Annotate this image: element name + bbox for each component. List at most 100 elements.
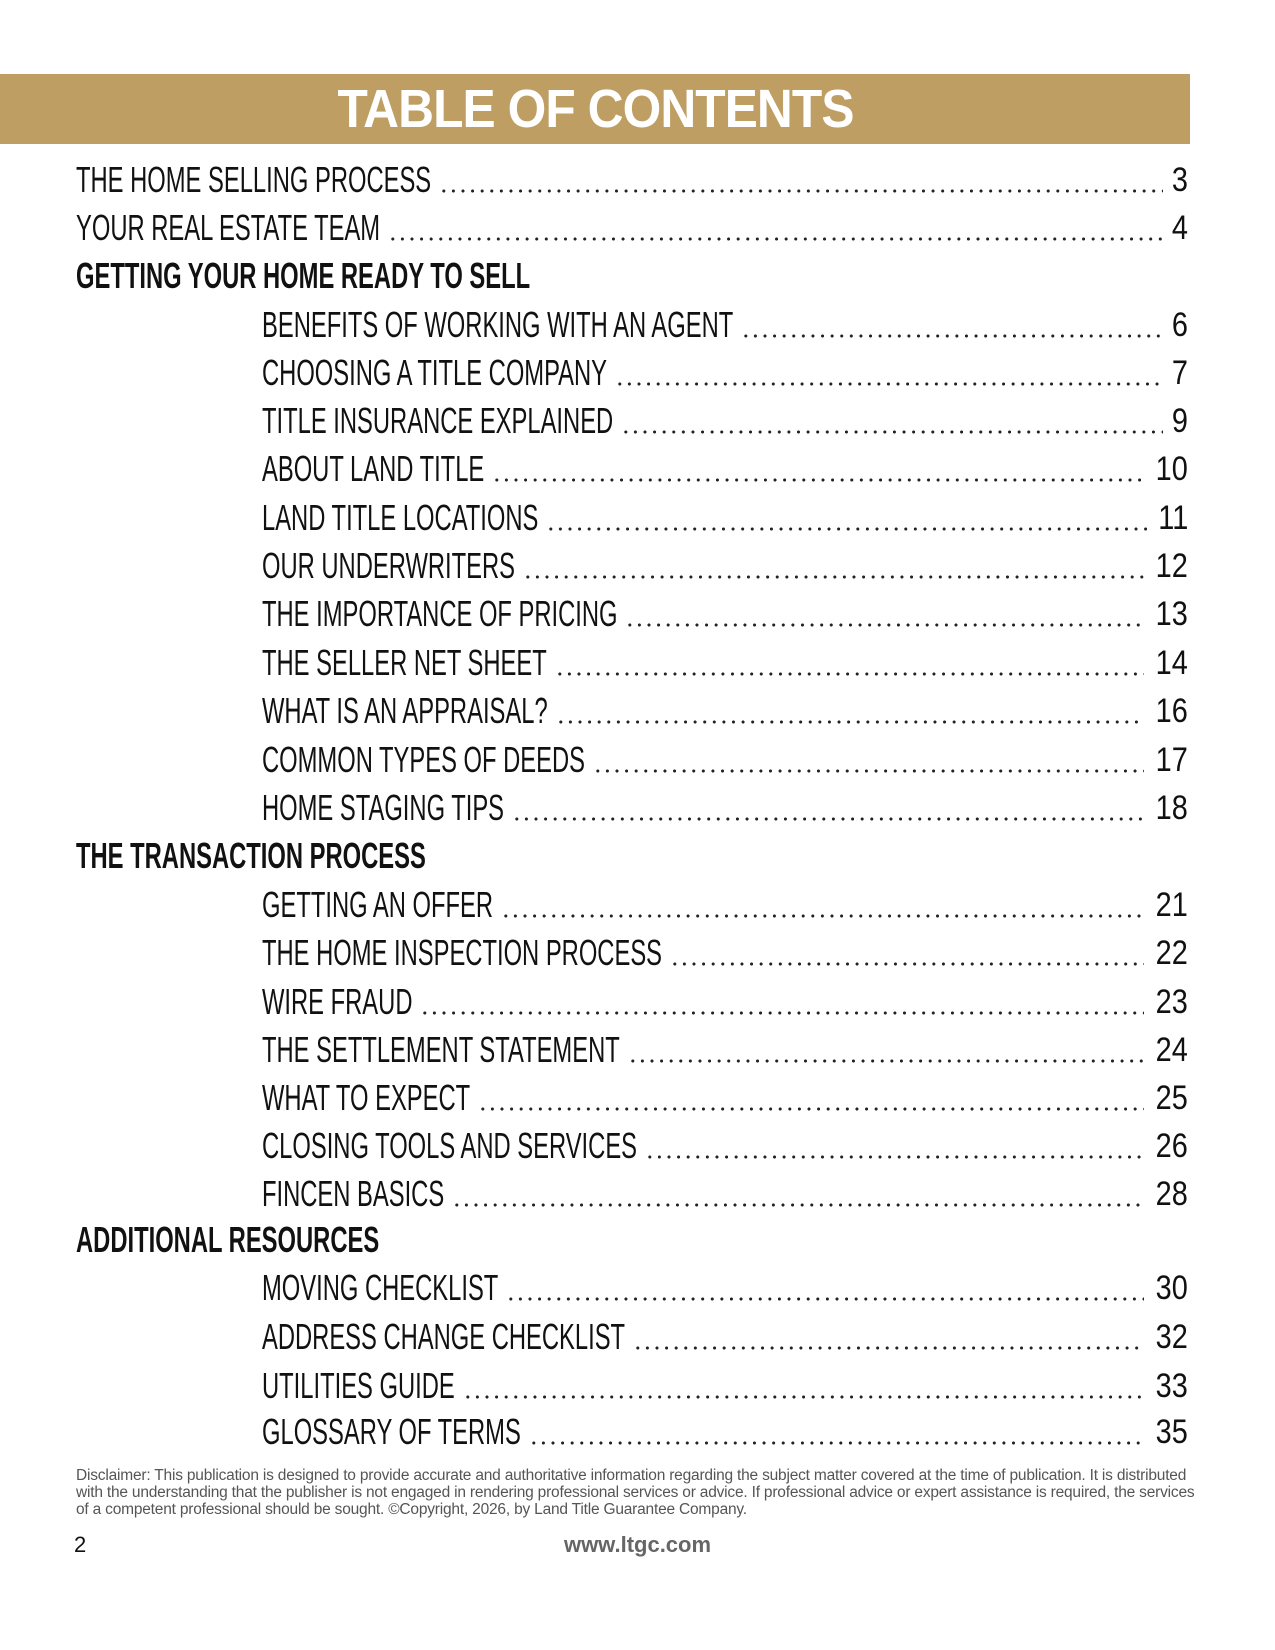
toc-entry[interactable]: CHOOSING A TITLE COMPANY 7 (262, 353, 1188, 393)
toc-entry[interactable]: CLOSING TOOLS AND SERVICES 26 (262, 1126, 1188, 1166)
website-url[interactable]: www.ltgc.com (563, 1532, 712, 1557)
entry-page-number: 12 (1155, 547, 1188, 585)
entry-label: THE SETTLEMENT STATEMENT (262, 1029, 620, 1070)
dot-leader (614, 381, 1164, 387)
entry-label: THE HOME SELLING PROCESS (76, 159, 432, 200)
dot-leader (528, 1440, 1145, 1446)
dot-leader (452, 1202, 1145, 1208)
toc-entry[interactable]: BENEFITS OF WORKING WITH AN AGENT 6 (262, 305, 1188, 345)
dot-leader (523, 574, 1145, 580)
entry-page-number: 23 (1155, 983, 1188, 1021)
entry-page-number: 22 (1155, 934, 1188, 972)
entry-label: YOUR REAL ESTATE TEAM (76, 207, 381, 248)
toc-entry[interactable]: OUR UNDERWRITERS 12 (262, 546, 1188, 586)
toc-entry[interactable]: THE HOME SELLING PROCESS 3 (76, 160, 1188, 200)
dot-leader (625, 622, 1145, 628)
entry-page-number: 33 (1155, 1367, 1188, 1405)
entry-label: OUR UNDERWRITERS (262, 545, 516, 586)
dot-leader (492, 477, 1145, 483)
toc-entry[interactable]: TITLE INSURANCE EXPLAINED 9 (262, 401, 1188, 441)
toc-entry[interactable]: THE SELLER NET SHEET 14 (262, 643, 1188, 683)
toc-entry[interactable]: COMMON TYPES OF DEEDS 17 (262, 740, 1188, 780)
entry-label: WIRE FRAUD (262, 981, 413, 1022)
toc-entry[interactable]: THE HOME INSPECTION PROCESS 22 (262, 933, 1188, 973)
dot-leader (627, 1058, 1145, 1064)
toc-entry[interactable]: FINCEN BASICS 28 (262, 1174, 1188, 1214)
entry-page-number: 24 (1155, 1031, 1188, 1069)
dot-leader (501, 913, 1145, 919)
dot-leader (555, 719, 1145, 725)
entry-label: ADDRESS CHANGE CHECKLIST (262, 1316, 626, 1357)
entry-label: TITLE INSURANCE EXPLAINED (262, 400, 614, 441)
entry-label: CLOSING TOOLS AND SERVICES (262, 1125, 638, 1166)
toc-entry[interactable]: WHAT IS AN APPRAISAL? 16 (262, 691, 1188, 731)
dot-leader (439, 188, 1164, 194)
dot-leader (593, 768, 1145, 774)
toc-entry[interactable]: LAND TITLE LOCATIONS 11 (262, 498, 1188, 538)
entry-page-number: 10 (1155, 450, 1188, 488)
dot-leader (546, 526, 1147, 532)
entry-label: THE HOME INSPECTION PROCESS (262, 932, 663, 973)
entry-page-number: 7 (1171, 354, 1188, 392)
entry-label: THE SELLER NET SHEET (262, 642, 547, 683)
dot-leader (420, 1010, 1145, 1016)
dot-leader (554, 671, 1145, 677)
entry-page-number: 30 (1155, 1269, 1188, 1307)
dot-leader (511, 816, 1145, 822)
entry-label: COMMON TYPES OF DEEDS (262, 739, 586, 780)
entry-page-number: 11 (1157, 499, 1188, 537)
entry-page-number: 25 (1155, 1079, 1188, 1117)
toc-entry[interactable]: HOME STAGING TIPS 18 (262, 788, 1188, 828)
entry-page-number: 13 (1155, 595, 1188, 633)
entry-page-number: 18 (1155, 789, 1188, 827)
toc-entry[interactable]: WIRE FRAUD 23 (262, 982, 1188, 1022)
toc-entry[interactable]: YOUR REAL ESTATE TEAM 4 (76, 208, 1188, 248)
entry-label: UTILITIES GUIDE (262, 1365, 455, 1406)
entry-page-number: 9 (1171, 402, 1188, 440)
entry-label: GETTING AN OFFER (262, 884, 494, 925)
section-heading: GETTING YOUR HOME READY TO SELL (76, 256, 1188, 296)
entry-page-number: 26 (1155, 1127, 1188, 1165)
dot-leader (388, 236, 1164, 242)
toc-entry[interactable]: GETTING AN OFFER 21 (262, 885, 1188, 925)
entry-label: WHAT IS AN APPRAISAL? (262, 690, 548, 731)
entry-label: FINCEN BASICS (262, 1173, 445, 1214)
entry-page-number: 16 (1155, 692, 1188, 730)
toc-entry[interactable]: ABOUT LAND TITLE 10 (262, 449, 1188, 489)
toc-entry[interactable]: ADDRESS CHANGE CHECKLIST 32 (262, 1317, 1188, 1357)
entry-page-number: 35 (1155, 1413, 1188, 1451)
entry-label: ADDITIONAL RESOURCES (76, 1219, 380, 1260)
section-heading: ADDITIONAL RESOURCES (76, 1220, 1188, 1260)
entry-page-number: 21 (1155, 886, 1188, 924)
toc-entry[interactable]: UTILITIES GUIDE 33 (262, 1366, 1188, 1406)
title-banner: TABLE OF CONTENTS (0, 74, 1190, 144)
dot-leader (633, 1345, 1145, 1351)
entry-label: BENEFITS OF WORKING WITH AN AGENT (262, 304, 734, 345)
entry-label: CHOOSING A TITLE COMPANY (262, 352, 608, 393)
disclaimer: Disclaimer: This publication is designed… (76, 1467, 1195, 1518)
entry-page-number: 28 (1155, 1175, 1188, 1213)
entry-label: THE TRANSACTION PROCESS (76, 835, 426, 876)
entry-page-number: 3 (1171, 161, 1188, 199)
toc-entry[interactable]: GLOSSARY OF TERMS 35 (262, 1412, 1188, 1452)
entry-label: HOME STAGING TIPS (262, 787, 505, 828)
dot-leader (506, 1296, 1145, 1302)
entry-label: MOVING CHECKLIST (262, 1267, 499, 1308)
entry-label: LAND TITLE LOCATIONS (262, 497, 539, 538)
dot-leader (741, 333, 1164, 339)
entry-label: ABOUT LAND TITLE (262, 448, 485, 489)
toc-entry[interactable]: THE SETTLEMENT STATEMENT 24 (262, 1030, 1188, 1070)
page-title: TABLE OF CONTENTS (336, 79, 854, 139)
dot-leader (670, 961, 1145, 967)
dot-leader (645, 1154, 1145, 1160)
page-number: 2 (74, 1532, 87, 1557)
entry-page-number: 4 (1171, 209, 1188, 247)
entry-label: THE IMPORTANCE OF PRICING (262, 593, 618, 634)
toc-entry[interactable]: THE IMPORTANCE OF PRICING 13 (262, 594, 1188, 634)
entry-page-number: 17 (1155, 741, 1188, 779)
entry-label: GETTING YOUR HOME READY TO SELL (76, 255, 531, 296)
toc-entry[interactable]: WHAT TO EXPECT 25 (262, 1078, 1188, 1118)
entry-page-number: 6 (1171, 306, 1188, 344)
toc-entry[interactable]: MOVING CHECKLIST 30 (262, 1268, 1188, 1308)
section-heading: THE TRANSACTION PROCESS (76, 836, 1188, 876)
